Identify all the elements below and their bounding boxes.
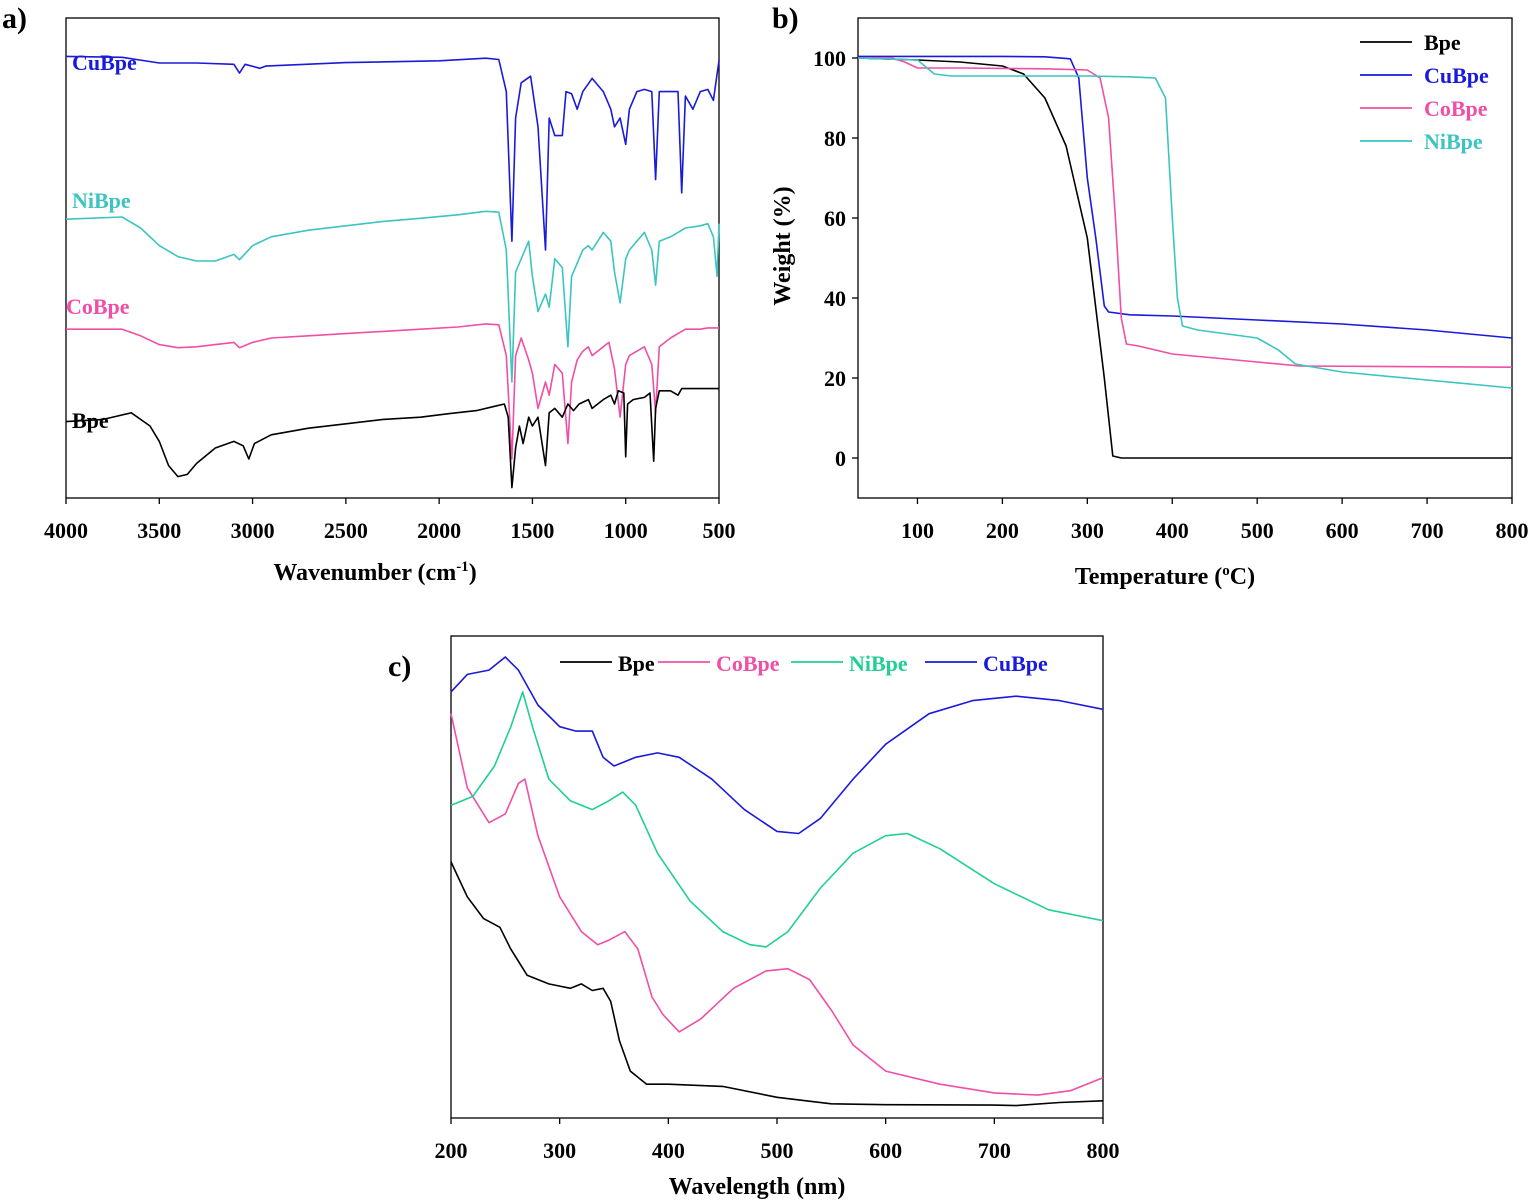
b-x-tick-label-600: 600 — [1326, 518, 1359, 543]
b-x-tick-label-100: 100 — [901, 518, 934, 543]
panel-c-label: c) — [388, 650, 411, 683]
b-legend-label-cobpe: CoBpe — [1424, 96, 1488, 121]
panel-a-frame — [65, 17, 720, 499]
panel-c-traces — [450, 656, 1104, 1107]
b-y-tick-label-60: 60 — [824, 206, 846, 231]
b-trace-nibpe — [857, 57, 1513, 389]
a-xlabel-sup: -1 — [456, 559, 469, 575]
panel-b-y-axis-label: Weight (%) — [770, 186, 796, 305]
c-legend-label-bpe: Bpe — [618, 651, 655, 676]
a-x-tick-label-1000: 1000 — [604, 518, 648, 543]
panel-c-legend: Bpe CoBpe NiBpe CuBpe — [560, 651, 1048, 676]
panel-b-traces — [857, 55, 1513, 459]
b-x-tick-label-300: 300 — [1071, 518, 1104, 543]
a-x-tick-label-1500: 1500 — [510, 518, 554, 543]
b-x-tick-label-500: 500 — [1241, 518, 1274, 543]
b-y-tick-label-40: 40 — [824, 286, 846, 311]
b-y-tick-label-80: 80 — [824, 126, 846, 151]
b-trace-bpe — [857, 57, 1512, 459]
panel-b-ticks: 100 200 300 400 500 600 700 800 0 20 40 60 80 100 — [813, 46, 1529, 543]
b-y-tick-label-0: 0 — [835, 446, 846, 471]
panel-a-x-axis-label: Wavenumber (cm-1) — [273, 559, 476, 586]
a-x-tick-label-3500: 3500 — [137, 518, 181, 543]
b-x-tick-label-800: 800 — [1496, 518, 1529, 543]
panel-b-tga: b) 100 200 300 400 500 600 700 800 0 20 40 60 80100 … — [770, 2, 1529, 590]
a-label-cobpe: CoBpe — [66, 294, 130, 319]
c-x-tick-label-700: 700 — [978, 1138, 1011, 1163]
c-trace-nibpe — [450, 691, 1104, 948]
c-x-tick-label-200: 200 — [435, 1138, 468, 1163]
c-x-tick-label-600: 600 — [869, 1138, 902, 1163]
c-trace-bpe — [450, 861, 1104, 1107]
c-legend-label-nibpe: NiBpe — [849, 651, 908, 676]
panel-b-label: b) — [772, 2, 799, 35]
a-x-tick-label-2000: 2000 — [417, 518, 461, 543]
c-x-tick-label-300: 300 — [543, 1138, 576, 1163]
c-legend-label-cubpe: CuBpe — [983, 651, 1048, 676]
c-trace-cobpe — [450, 713, 1104, 1096]
b-legend-label-bpe: Bpe — [1424, 30, 1461, 55]
a-label-nibpe: NiBpe — [72, 188, 131, 213]
panel-c-x-ticks: 200 300 400 500 600 700 800 — [435, 1118, 1120, 1163]
b-x-tick-label-700: 700 — [1411, 518, 1444, 543]
c-x-tick-label-800: 800 — [1087, 1138, 1120, 1163]
a-label-bpe: Bpe — [72, 408, 109, 433]
panel-c-x-axis-label: Wavelength (nm) — [669, 1174, 846, 1200]
panel-c-uvvis: c) 200 300 400 500 600 700 800 Bpe CoBpe NiBpe Cu… — [388, 635, 1120, 1200]
panel-a-x-ticks: 4000 3500 3000 2500 2000 1500 1000 500 — [44, 498, 736, 543]
b-y-tick-label-20: 20 — [824, 366, 846, 391]
b-x-tick-label-400: 400 — [1156, 518, 1189, 543]
panel-a-ftir: a) 4000 3500 3000 2500 2000 1500 1000 500 CuBpe… — [2, 2, 736, 586]
c-x-tick-label-400: 400 — [652, 1138, 685, 1163]
a-x-tick-label-3000: 3000 — [231, 518, 275, 543]
b-xlabel-end: C) — [1230, 564, 1255, 590]
b-trace-cobpe — [858, 57, 1513, 368]
a-x-tick-label-4000: 4000 — [44, 518, 88, 543]
a-trace-cobpe — [66, 323, 719, 460]
panel-b-legend: Bpe CuBpe CoBpe NiBpe — [1360, 30, 1489, 154]
a-xlabel-main: Wavenumber (cm — [273, 560, 456, 586]
b-legend-label-cubpe: CuBpe — [1424, 63, 1489, 88]
panel-b-x-axis-label: Temperature (oC) — [1075, 563, 1255, 590]
panel-c-frame — [450, 635, 1104, 1119]
a-xlabel-end: ) — [469, 560, 477, 586]
b-xlabel-main: Temperature ( — [1075, 564, 1222, 590]
b-trace-cubpe — [858, 55, 1513, 339]
a-trace-cubpe — [65, 55, 720, 251]
panel-a-label: a) — [2, 2, 27, 35]
c-legend-label-cobpe: CoBpe — [716, 651, 780, 676]
b-legend-label-nibpe: NiBpe — [1424, 129, 1483, 154]
a-trace-bpe — [65, 387, 719, 489]
panel-a-traces — [65, 55, 720, 489]
a-trace-nibpe — [65, 210, 720, 383]
b-x-tick-label-200: 200 — [986, 518, 1019, 543]
a-label-cubpe: CuBpe — [72, 50, 137, 75]
b-xlabel-sup: o — [1222, 563, 1230, 579]
panel-b-frame — [857, 17, 1513, 499]
a-x-tick-label-2500: 2500 — [324, 518, 368, 543]
c-x-tick-label-500: 500 — [761, 1138, 794, 1163]
b-y-tick-label-100: 100 — [813, 46, 846, 71]
a-x-tick-label-500: 500 — [703, 518, 736, 543]
c-trace-cubpe — [450, 656, 1104, 835]
